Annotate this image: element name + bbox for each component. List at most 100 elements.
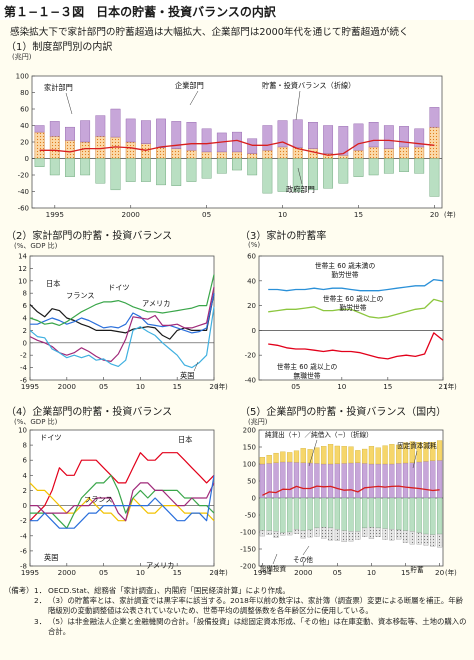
capex-bar	[396, 497, 402, 531]
leader-line	[65, 92, 73, 115]
y-tick-label: 200	[243, 427, 256, 435]
capex-bar	[280, 497, 286, 533]
saving-bar	[314, 447, 320, 464]
panel2-label: （2）家計部門の貯蓄・投資バランス	[6, 231, 173, 242]
government-bar	[232, 158, 242, 171]
x-axis-unit: (年)	[445, 382, 457, 391]
plot-area	[29, 255, 215, 381]
panel5-label: （5）企業部門の貯蓄・投資バランス（国内）	[240, 407, 447, 418]
corporate-bar	[156, 118, 166, 148]
x-tick-label: 20	[430, 210, 440, 219]
other-bar	[293, 529, 300, 534]
balance-line	[39, 139, 435, 156]
household-bar	[125, 141, 136, 159]
x-tick-label: 2000	[122, 210, 141, 219]
depreciation-bar	[436, 460, 443, 499]
series-label-b: 勤労世帯	[339, 303, 366, 312]
depreciation-bar	[259, 463, 266, 499]
household-bar	[216, 151, 227, 159]
depreciation-bar	[300, 462, 306, 499]
x-tick-label: 2000	[58, 382, 77, 391]
depreciation-bar	[280, 461, 286, 499]
note-number: 2．	[34, 596, 47, 606]
y-tick-label: 8	[23, 442, 27, 450]
corporate-bar	[338, 126, 349, 156]
y-tick-label: -4	[20, 532, 28, 540]
series-line-1	[30, 293, 215, 334]
x-tick-label: 15	[354, 210, 363, 219]
panel5-chart: -200 -150 -100 -50 0 50 100 150 200 1994 2000 05 10 1…	[240, 427, 457, 578]
household-bar	[353, 150, 364, 159]
corporate-bar	[414, 128, 425, 148]
lending-label: 純貸出（＋）／純借入（−）（折線）	[265, 430, 373, 439]
corporate-bar	[308, 122, 318, 149]
household-bar	[140, 143, 151, 159]
government-bar	[80, 158, 91, 176]
capex-bar	[348, 497, 354, 532]
other-bar	[362, 527, 368, 537]
panel5-unit: (兆円)	[248, 418, 268, 426]
series-label-b: 世帯主 60 歳以上の	[323, 294, 384, 303]
corporate-bar	[277, 120, 288, 148]
household-bar	[262, 150, 273, 159]
other-bar	[259, 530, 266, 537]
government-bar	[216, 158, 227, 174]
capex-bar	[334, 497, 340, 530]
other-bar	[327, 527, 334, 541]
government-bar	[277, 158, 288, 192]
y-tick-label: -8	[20, 563, 27, 571]
panel3-label: （3）家計の貯蓄率	[240, 231, 327, 242]
series-line-2	[30, 474, 215, 529]
household-bar	[338, 154, 349, 159]
government-bar	[201, 158, 212, 179]
capex-bar	[430, 497, 436, 535]
y-tick-label: 10	[18, 427, 27, 435]
capex-bar	[389, 497, 395, 530]
household-bar	[429, 126, 440, 159]
capex-bar	[273, 497, 279, 532]
household-bar	[414, 146, 425, 159]
capex-label: 設備投資	[260, 564, 287, 573]
depreciation-label: 固定資本減耗	[397, 441, 437, 450]
capex-bar	[423, 497, 429, 535]
household-bar	[80, 141, 91, 159]
x-tick-label: 2000	[294, 568, 313, 577]
y-tick-label: 100	[16, 73, 29, 81]
series-line-0	[268, 278, 444, 292]
note-text: OECD.Stat、総務省「家計調査」、内閣府「国民経済計算」により作成。	[48, 586, 290, 595]
corporate-bar	[262, 125, 273, 151]
depreciation-bar	[396, 463, 402, 499]
saving-bar	[430, 442, 436, 461]
capex-bar	[321, 497, 327, 528]
capex-bar	[409, 497, 415, 532]
x-tick-label: 05	[333, 568, 342, 577]
household-bar	[34, 131, 45, 159]
other-bar	[307, 529, 313, 538]
saving-bar	[259, 457, 266, 465]
y-tick-label: -40	[18, 188, 29, 196]
saving-bar	[423, 442, 429, 462]
other-bar	[348, 531, 354, 542]
government-bar	[414, 158, 425, 174]
other-bar	[409, 531, 415, 545]
saving-bar	[273, 452, 279, 463]
y-tick-label: -60	[18, 205, 29, 213]
panel3-chart: -40 -20 0 20 40 60 05 10 15 21(年) 世帯主 60 歳未満の勤労世帯世…	[245, 253, 457, 392]
y-tick-label: -100	[240, 529, 256, 537]
other-bar	[402, 530, 409, 543]
x-axis-unit: (年)	[445, 568, 457, 577]
x-tick-label: 05	[291, 382, 300, 391]
household-bar	[383, 148, 394, 159]
saving-bar	[341, 446, 347, 464]
panel1-chart: -60 -40 -20 0 20 40 60 80 100 1995 2000 05 10 15 20 (年)…	[16, 73, 456, 220]
series-label-usa: アメリカ	[146, 561, 174, 570]
depreciation-bar	[423, 461, 429, 499]
y-tick-label: -4	[20, 364, 28, 372]
y-tick-label: 0	[23, 339, 27, 347]
saving-bar	[402, 442, 409, 464]
y-tick-label: 150	[243, 444, 256, 452]
x-tick-label: 15	[401, 568, 410, 577]
corporate-bar	[34, 125, 45, 133]
depreciation-bar	[430, 460, 436, 499]
